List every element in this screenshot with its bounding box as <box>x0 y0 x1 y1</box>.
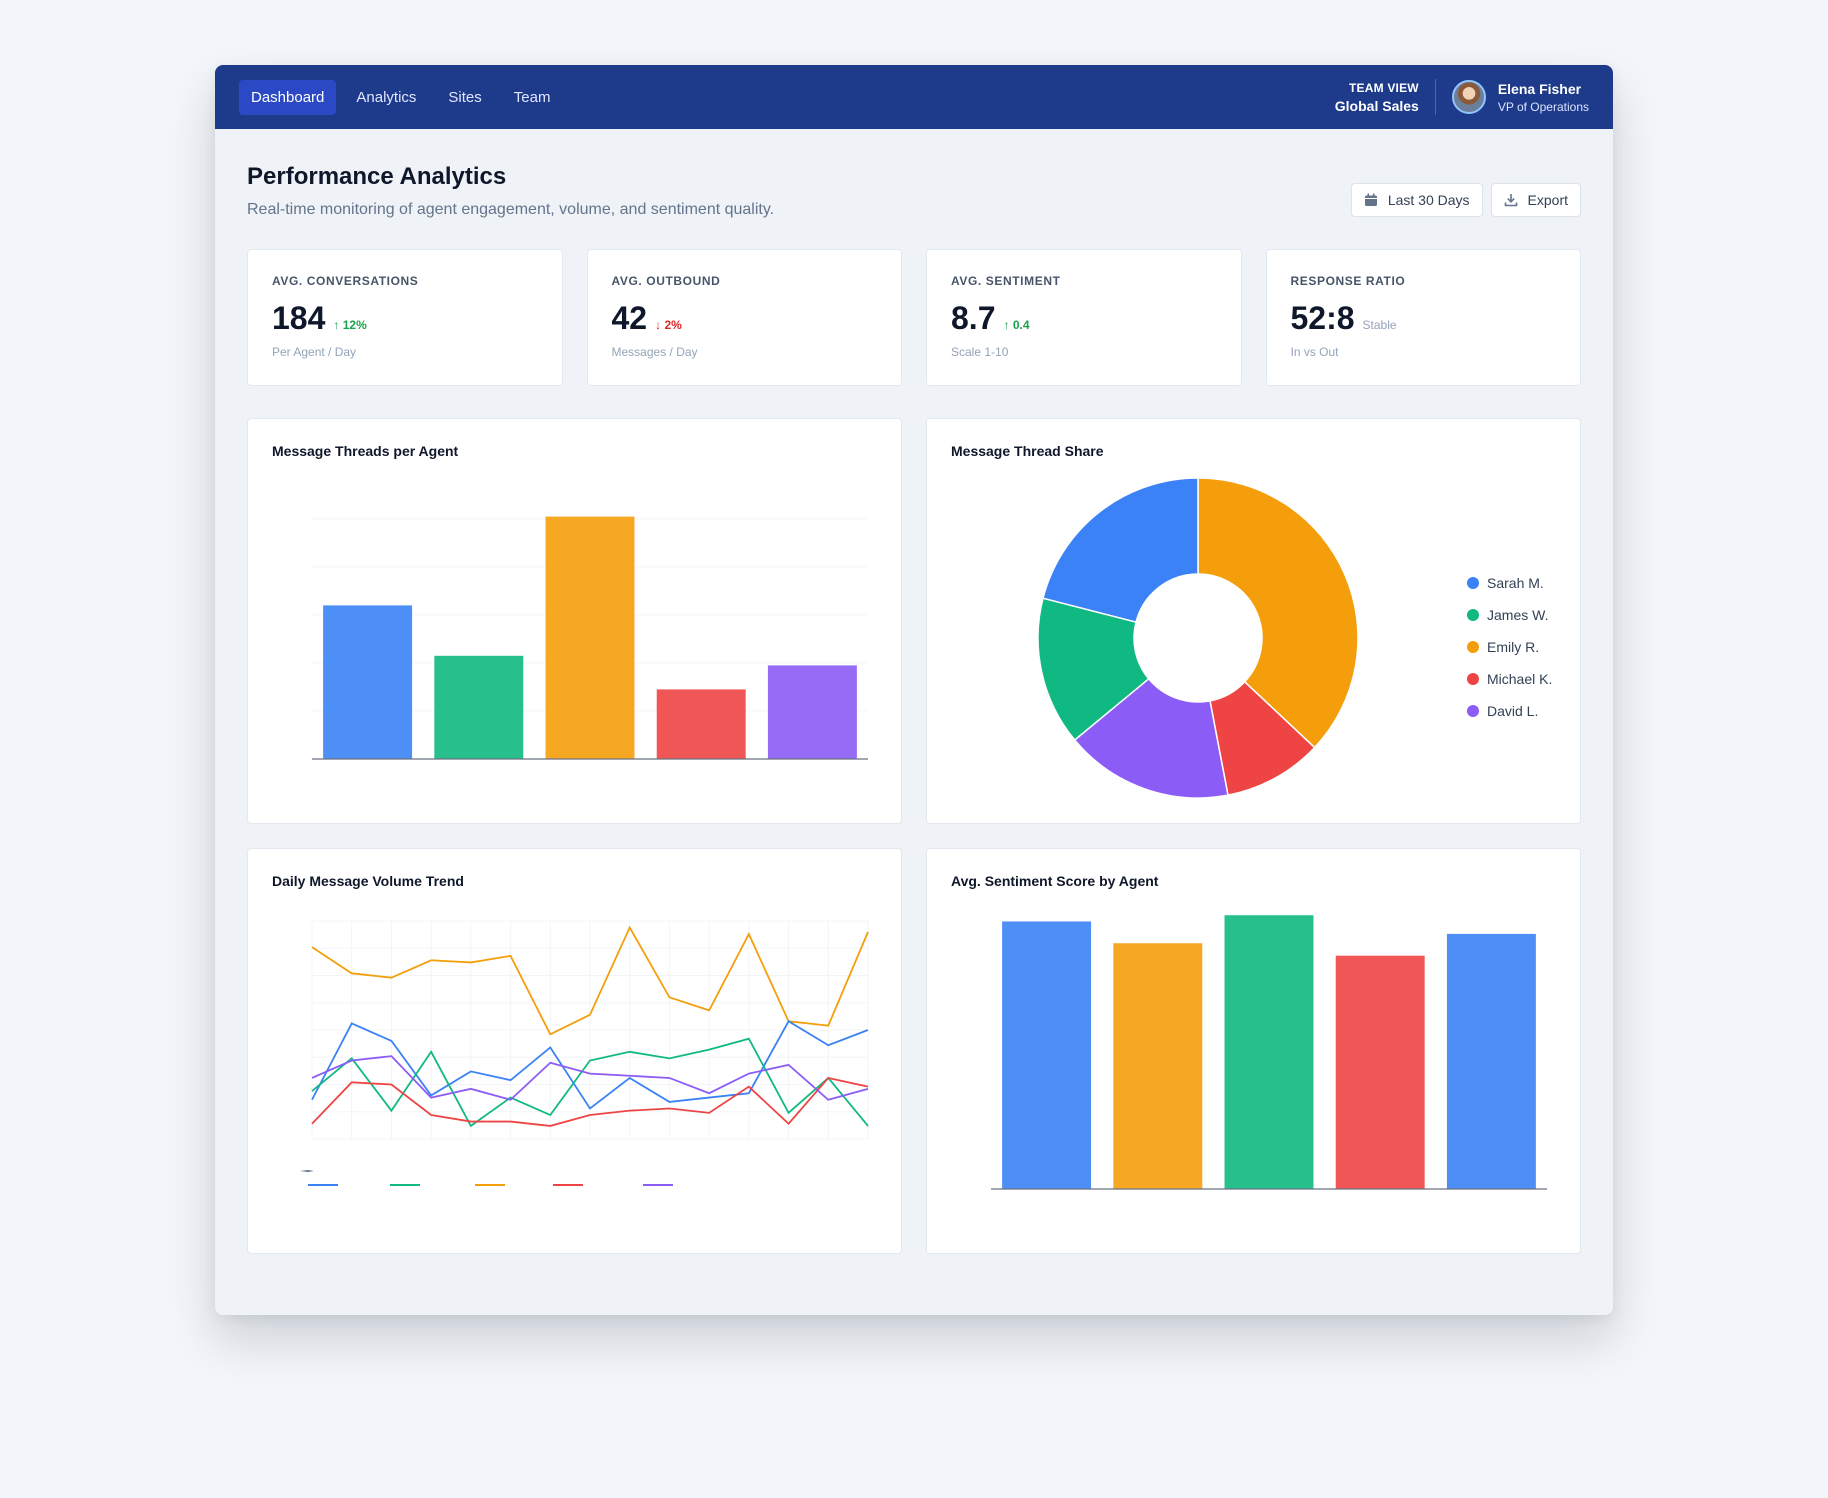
user-menu[interactable]: Elena Fisher VP of Operations <box>1436 80 1589 114</box>
legend-dot <box>1467 609 1479 621</box>
legend-label: David L. <box>1487 703 1539 719</box>
daily-volume-line-chart <box>300 920 869 1186</box>
legend-item[interactable]: David L. <box>1467 695 1552 727</box>
nav-link-team[interactable]: Team <box>513 88 551 106</box>
kpi-caption: Scale 1-10 <box>951 345 1009 359</box>
kpi-label: AVG. CONVERSATIONS <box>272 274 419 288</box>
series-line <box>311 1076 869 1127</box>
chart-card-threads-per-agent: Message Threads per Agent <box>247 418 902 824</box>
nav-links: Dashboard Analytics Sites Team <box>239 79 562 115</box>
legend-item[interactable]: Michael K. <box>1467 663 1552 695</box>
kpi-delta-value: 2% <box>664 318 682 332</box>
bar <box>323 605 413 759</box>
kpi-row: AVG. CONVERSATIONS 184 ↑ 12% Per Agent /… <box>247 249 1581 386</box>
kpi-card-sentiment: AVG. SENTIMENT 8.7 ↑ 0.4 Scale 1-10 <box>926 249 1242 386</box>
kpi-card-conversations: AVG. CONVERSATIONS 184 ↑ 12% Per Agent /… <box>247 249 563 386</box>
donut-slice <box>1037 597 1150 742</box>
date-range-button[interactable]: Last 30 Days <box>1350 183 1483 217</box>
page-subtitle: Real-time monitoring of agent engagement… <box>247 201 775 218</box>
calendar-icon <box>1364 193 1377 206</box>
sentiment-bar-chart <box>991 915 1547 1190</box>
kpi-card-outbound: AVG. OUTBOUND 42 ↓ 2% Messages / Day <box>586 249 902 386</box>
charts-grid: Message Threads per Agent Message Thread… <box>247 418 1581 1254</box>
bar <box>545 516 635 759</box>
legend-marker <box>300 1170 314 1172</box>
bar <box>767 665 857 759</box>
user-role: VP of Operations <box>1497 99 1589 114</box>
legend-dot <box>1467 705 1479 717</box>
legend-item[interactable]: James W. <box>1467 599 1552 631</box>
threads-bar-chart <box>312 516 868 760</box>
user-name: Elena Fisher <box>1497 80 1582 97</box>
chart-title: Daily Message Volume Trend <box>272 873 464 889</box>
chart-card-sentiment-by-agent: Avg. Sentiment Score by Agent <box>926 848 1581 1254</box>
kpi-value: 184 <box>272 300 326 336</box>
series-line <box>311 1037 869 1128</box>
bar <box>1002 921 1092 1189</box>
bar <box>1446 933 1536 1189</box>
kpi-value: 8.7 <box>951 300 996 336</box>
team-view-label: TEAM VIEW <box>1349 80 1419 95</box>
chart-title: Message Threads per Agent <box>272 443 459 459</box>
main-content: Performance Analytics Real-time monitori… <box>215 129 1613 1286</box>
donut-slice <box>1042 477 1199 623</box>
kpi-card-response-ratio: RESPONSE RATIO 52:8 Stable In vs Out <box>1265 249 1581 386</box>
kpi-delta-value: Stable <box>1362 318 1397 332</box>
kpi-value: 52:8 <box>1290 300 1355 336</box>
kpi-caption: Messages / Day <box>611 345 698 359</box>
chart-title: Message Thread Share <box>951 443 1104 459</box>
series-line <box>311 1020 869 1110</box>
bar <box>656 689 746 759</box>
legend-dot <box>1467 641 1479 653</box>
download-icon <box>1504 194 1517 207</box>
kpi-delta-value: 0.4 <box>1012 318 1030 332</box>
thread-share-donut-chart <box>1037 477 1359 799</box>
legend-label: James W. <box>1487 607 1549 623</box>
chart-card-thread-share: Message Thread Share Sarah M. James W. E… <box>926 418 1581 824</box>
legend-label: Emily R. <box>1487 639 1540 655</box>
kpi-caption: In vs Out <box>1290 345 1339 359</box>
legend-item[interactable]: Emily R. <box>1467 631 1552 663</box>
chart-title: Avg. Sentiment Score by Agent <box>951 873 1159 889</box>
avatar <box>1451 80 1486 114</box>
date-range-label: Last 30 Days <box>1387 192 1470 208</box>
nav-link-sites[interactable]: Sites <box>448 88 482 106</box>
kpi-caption: Per Agent / Day <box>272 345 357 359</box>
bar <box>1113 943 1203 1189</box>
page-title: Performance Analytics <box>247 163 507 190</box>
team-view-value: Global Sales <box>1334 97 1419 114</box>
app-window: Dashboard Analytics Sites Team TEAM VIEW… <box>215 65 1613 1315</box>
top-navbar: Dashboard Analytics Sites Team TEAM VIEW… <box>215 65 1613 129</box>
kpi-label: AVG. OUTBOUND <box>611 274 721 288</box>
kpi-delta: ↑ 0.4 <box>1003 318 1030 332</box>
series-line <box>311 1055 869 1101</box>
bar <box>1224 915 1314 1189</box>
kpi-value: 42 <box>611 300 648 336</box>
chart-card-daily-volume: Daily Message Volume Trend <box>247 848 902 1254</box>
nav-link-analytics[interactable]: Analytics <box>356 88 417 106</box>
bar <box>434 655 524 759</box>
legend-label: Michael K. <box>1487 671 1553 687</box>
bar <box>1335 955 1425 1189</box>
kpi-label: RESPONSE RATIO <box>1290 274 1406 288</box>
legend-dot <box>1467 673 1479 685</box>
legend-item[interactable]: Sarah M. <box>1467 567 1552 599</box>
kpi-delta: ↓ 2% <box>655 318 682 332</box>
nav-link-dashboard[interactable]: Dashboard <box>239 79 337 115</box>
nav-right: TEAM VIEW Global Sales Elena Fisher VP o… <box>1335 79 1589 115</box>
donut-slice <box>1197 477 1359 749</box>
export-button[interactable]: Export <box>1490 183 1581 217</box>
team-view-selector[interactable]: TEAM VIEW Global Sales <box>1335 79 1436 115</box>
header-actions: Last 30 Days Export <box>1350 183 1581 217</box>
kpi-delta-value: 12% <box>342 318 367 332</box>
kpi-delta: ↑ 12% <box>333 318 367 332</box>
page-header: Performance Analytics Real-time monitori… <box>247 161 1581 249</box>
series-line <box>311 925 869 1036</box>
donut-legend: Sarah M. James W. Emily R. Michael K. Da… <box>1467 567 1552 727</box>
legend-label: Sarah M. <box>1487 575 1544 591</box>
export-label: Export <box>1527 192 1568 208</box>
kpi-label: AVG. SENTIMENT <box>951 274 1061 288</box>
legend-dot <box>1467 577 1479 589</box>
